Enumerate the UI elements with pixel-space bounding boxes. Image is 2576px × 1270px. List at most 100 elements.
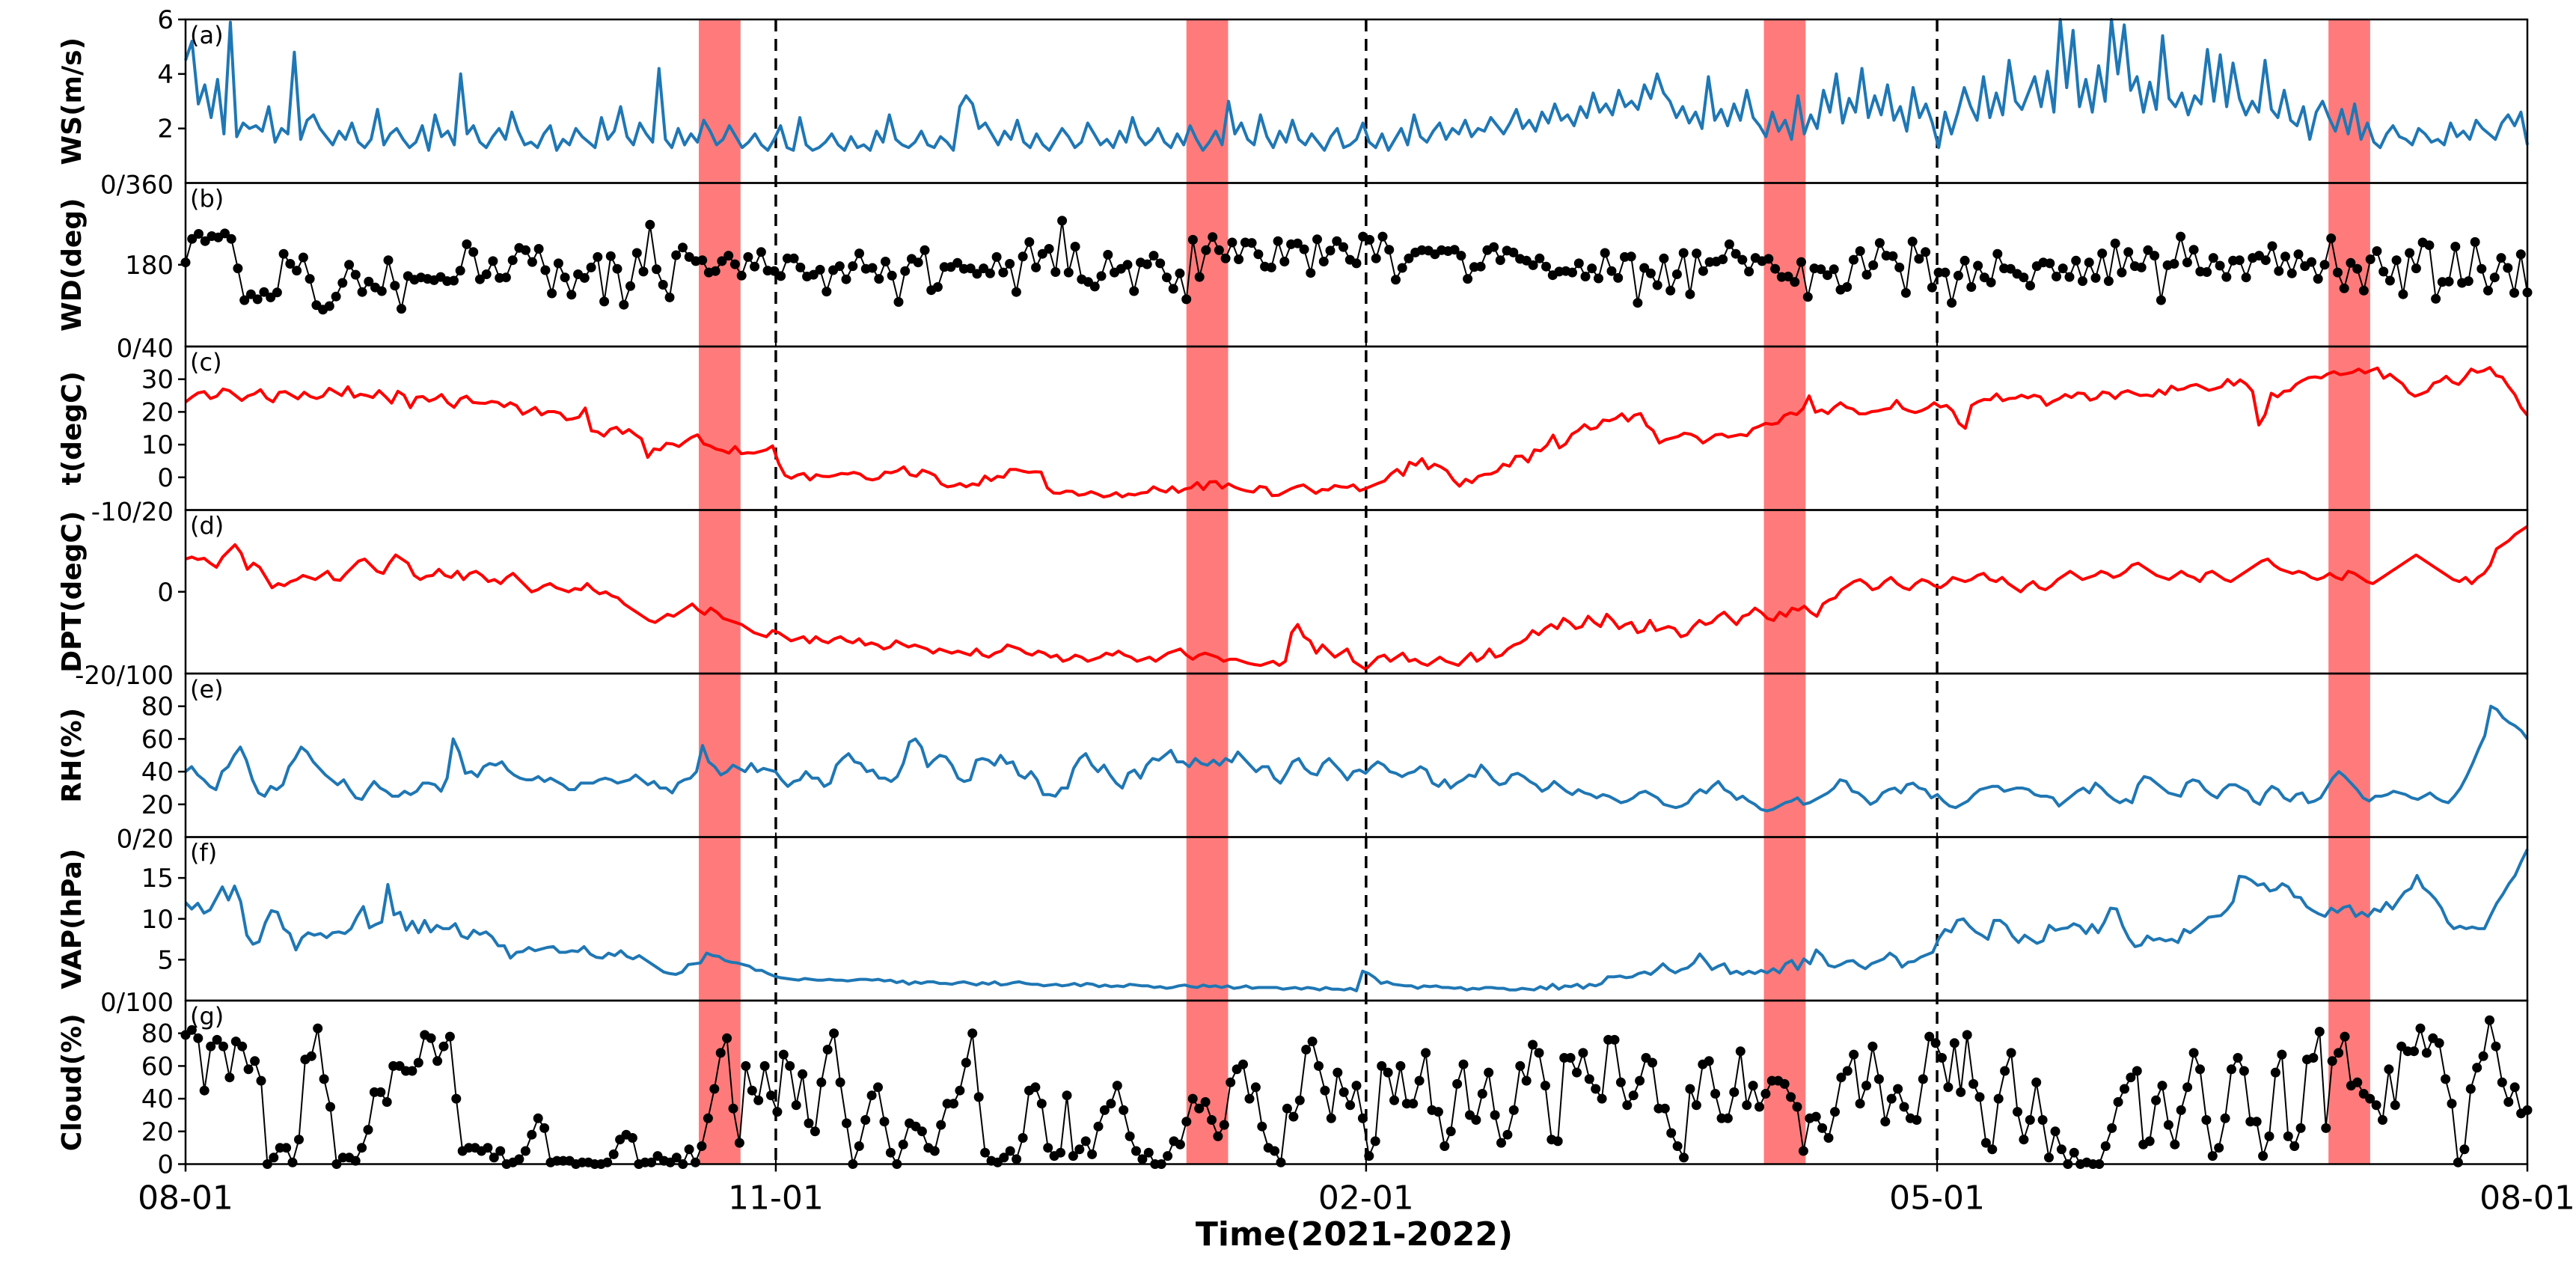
data-point-321 — [2274, 266, 2284, 276]
data-point-161 — [1187, 1093, 1198, 1104]
data-point-171 — [1292, 238, 1303, 248]
data-point-216 — [1587, 263, 1597, 274]
data-point-352 — [2390, 1100, 2400, 1111]
data-point-34 — [397, 304, 406, 314]
data-point-15 — [269, 1153, 279, 1163]
data-point-238 — [1672, 1141, 1683, 1151]
data-point-208 — [1484, 1067, 1494, 1078]
data-point-215 — [1580, 272, 1591, 281]
data-point-248 — [1796, 257, 1806, 267]
data-point-286 — [1974, 1092, 1985, 1102]
data-point-157 — [1201, 245, 1211, 255]
data-point-303 — [2156, 295, 2166, 305]
data-point-31 — [376, 286, 387, 296]
data-point-207 — [1477, 1089, 1487, 1099]
data-point-25 — [337, 278, 348, 288]
data-point-188 — [1357, 1113, 1368, 1123]
data-point-11 — [245, 289, 256, 299]
data-point-50 — [501, 272, 511, 283]
data-point-260 — [1874, 238, 1885, 248]
data-point-167 — [1266, 262, 1276, 272]
data-point-149 — [1112, 1081, 1122, 1091]
data-point-252 — [1760, 1089, 1771, 1099]
y-tick-label: 40 — [141, 1084, 174, 1114]
data-point-143 — [1074, 1144, 1085, 1155]
y-axis-title: Cloud(%) — [57, 1013, 88, 1151]
data-point-57 — [533, 1113, 543, 1123]
data-point-207 — [1528, 260, 1538, 270]
data-point-159 — [1175, 1139, 1185, 1150]
data-point-277 — [1986, 277, 1996, 287]
data-point-345 — [2431, 293, 2441, 304]
y-tick-label: 2 — [157, 115, 174, 144]
data-point-59 — [560, 272, 570, 283]
data-point-164 — [1207, 1115, 1217, 1125]
data-point-335 — [2365, 254, 2375, 264]
data-point-2 — [186, 1025, 197, 1035]
data-point-20 — [305, 274, 315, 284]
data-point-85 — [709, 1084, 720, 1094]
data-point-153 — [1175, 268, 1185, 278]
data-point-322 — [2280, 251, 2290, 262]
panel-b: 180 0/40 WD(deg) (b) — [57, 182, 2533, 364]
data-point-331 — [2258, 1151, 2268, 1161]
data-point-191 — [1377, 1060, 1387, 1071]
data-point-146 — [1093, 1121, 1104, 1132]
data-point-307 — [2107, 1123, 2117, 1133]
data-point-258 — [1798, 1146, 1808, 1156]
data-point-106 — [842, 1118, 851, 1129]
y-boundary-label: 0/20 — [117, 825, 174, 855]
data-point-113 — [913, 257, 923, 268]
data-point-350 — [2463, 276, 2473, 287]
data-point-104 — [854, 248, 864, 259]
data-point-13 — [259, 287, 269, 297]
data-point-339 — [2308, 1053, 2319, 1063]
data-point-211 — [1502, 1129, 1513, 1140]
data-point-228 — [1609, 1034, 1620, 1045]
data-point-323 — [2207, 1151, 2218, 1161]
data-point-68 — [602, 1157, 613, 1167]
data-point-135 — [1057, 216, 1068, 226]
data-point-215 — [1528, 1039, 1538, 1050]
data-point-15 — [272, 287, 282, 298]
data-point-320 — [2267, 241, 2277, 251]
data-point-127 — [973, 1092, 984, 1102]
y-boundary-label: -10/20 — [91, 498, 174, 528]
data-point-5 — [206, 1041, 216, 1051]
data-point-114 — [920, 245, 930, 255]
data-point-319 — [2182, 1082, 2193, 1093]
data-point-246 — [1783, 272, 1793, 281]
data-point-244 — [1710, 1089, 1721, 1099]
data-point-177 — [1332, 236, 1342, 246]
data-point-172 — [1257, 1121, 1267, 1132]
data-point-290 — [2071, 255, 2081, 266]
data-point-263 — [1894, 262, 1905, 272]
y-tick-label: 15 — [141, 864, 174, 894]
data-point-109 — [860, 1115, 871, 1125]
data-point-344 — [2340, 1031, 2350, 1042]
data-point-219 — [1552, 1136, 1563, 1147]
x-tick-label: 05-01 — [1889, 1179, 1985, 1218]
data-point-294 — [2025, 1115, 2035, 1125]
data-point-150 — [1119, 1105, 1129, 1115]
data-point-308 — [2113, 1097, 2123, 1107]
data-point-344 — [2424, 240, 2435, 251]
data-point-38 — [413, 1057, 423, 1068]
data-point-138 — [1043, 1143, 1053, 1153]
data-point-265 — [1907, 236, 1918, 247]
data-point-68 — [619, 299, 629, 310]
data-point-160 — [1220, 253, 1231, 263]
data-point-223 — [1633, 298, 1643, 308]
data-point-98 — [791, 1100, 801, 1111]
data-point-223 — [1578, 1048, 1588, 1058]
data-point-209 — [1541, 261, 1551, 272]
data-point-260 — [1811, 1111, 1821, 1122]
data-point-142 — [1103, 249, 1113, 260]
data-point-301 — [2069, 1147, 2079, 1158]
data-point-160 — [1181, 1117, 1192, 1127]
data-point-189 — [1364, 1151, 1374, 1161]
data-point-72 — [645, 219, 655, 230]
data-point-125 — [991, 251, 1002, 262]
